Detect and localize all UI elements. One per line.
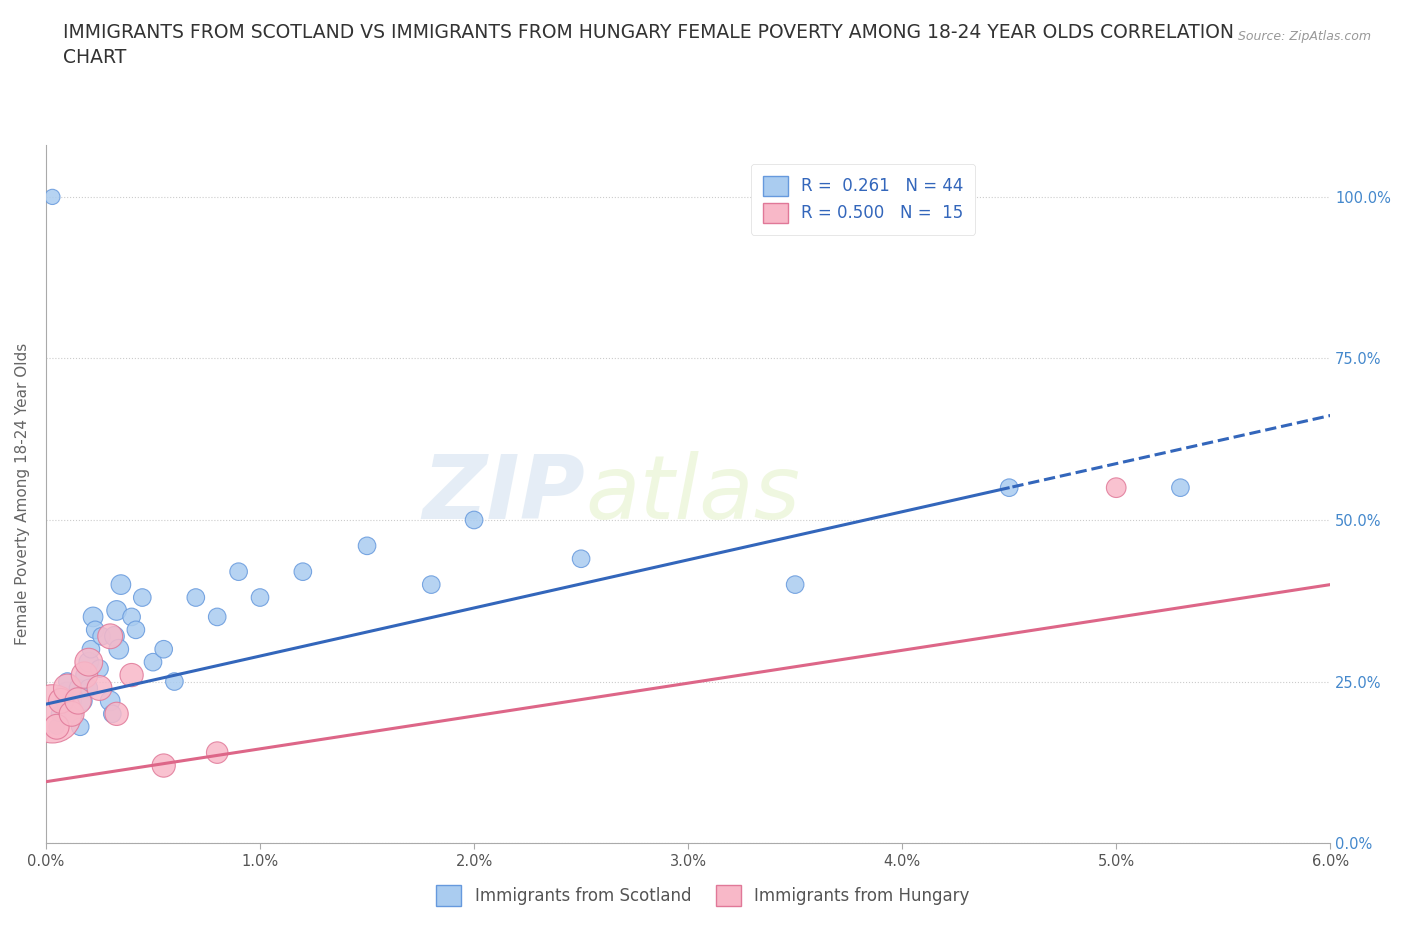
Point [56,681,79,696]
Point [249,591,271,605]
Point [41,707,63,722]
Point [84,622,107,637]
Point [205,745,228,760]
Point [121,609,143,624]
Point [48,707,70,722]
Point [73,668,96,683]
Point [463,512,485,527]
Point [80,642,103,657]
Point [152,642,174,657]
Point [41,190,63,205]
Point [56,687,79,702]
Point [131,591,153,605]
Text: Source: ZipAtlas.com: Source: ZipAtlas.com [1237,30,1371,43]
Point [67,694,90,709]
Point [103,629,125,644]
Point [420,578,443,592]
Point [89,661,111,676]
Point [125,622,148,637]
Point [56,700,79,715]
Point [291,565,314,579]
Legend: R =  0.261   N = 44, R = 0.500   N =  15: R = 0.261 N = 44, R = 0.500 N = 15 [751,164,976,234]
Point [998,480,1021,495]
Point [45,719,67,734]
Point [73,668,96,683]
Point [110,578,132,592]
Point [77,655,100,670]
Point [77,655,100,670]
Point [60,707,83,722]
Point [90,629,112,644]
Point [49,694,72,709]
Y-axis label: Female Poverty Among 18-24 Year Olds: Female Poverty Among 18-24 Year Olds [15,343,30,645]
Point [205,609,228,624]
Point [184,591,207,605]
Point [1170,480,1192,495]
Point [69,719,91,734]
Point [163,674,186,689]
Point [101,707,124,722]
Point [356,538,378,553]
Point [107,642,129,657]
Point [82,609,104,624]
Point [105,603,128,618]
Point [1105,480,1128,495]
Point [152,758,174,773]
Point [77,681,100,696]
Point [105,707,128,722]
Point [62,707,84,722]
Point [569,551,592,566]
Point [56,674,79,689]
Point [72,694,94,709]
Text: atlas: atlas [585,451,800,538]
Text: IMMIGRANTS FROM SCOTLAND VS IMMIGRANTS FROM HUNGARY FEMALE POVERTY AMONG 18-24 Y: IMMIGRANTS FROM SCOTLAND VS IMMIGRANTS F… [63,23,1234,67]
Point [142,655,165,670]
Point [89,681,111,696]
Legend: Immigrants from Scotland, Immigrants from Hungary: Immigrants from Scotland, Immigrants fro… [430,879,976,912]
Point [785,578,807,592]
Point [52,694,75,709]
Point [67,681,90,696]
Point [228,565,250,579]
Point [121,668,143,683]
Text: ZIP: ZIP [423,451,585,538]
Point [98,629,121,644]
Point [98,694,121,709]
Point [60,694,83,709]
Point [45,719,67,734]
